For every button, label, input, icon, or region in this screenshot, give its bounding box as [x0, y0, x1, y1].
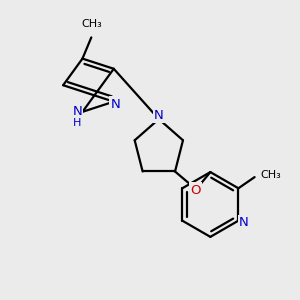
Text: O: O [190, 184, 201, 196]
Text: N: N [154, 109, 164, 122]
Text: CH₃: CH₃ [81, 19, 102, 29]
Text: N: N [72, 105, 82, 118]
Text: H: H [73, 118, 81, 128]
Text: N: N [239, 216, 249, 229]
Text: CH₃: CH₃ [260, 170, 281, 180]
Text: N: N [110, 98, 120, 110]
